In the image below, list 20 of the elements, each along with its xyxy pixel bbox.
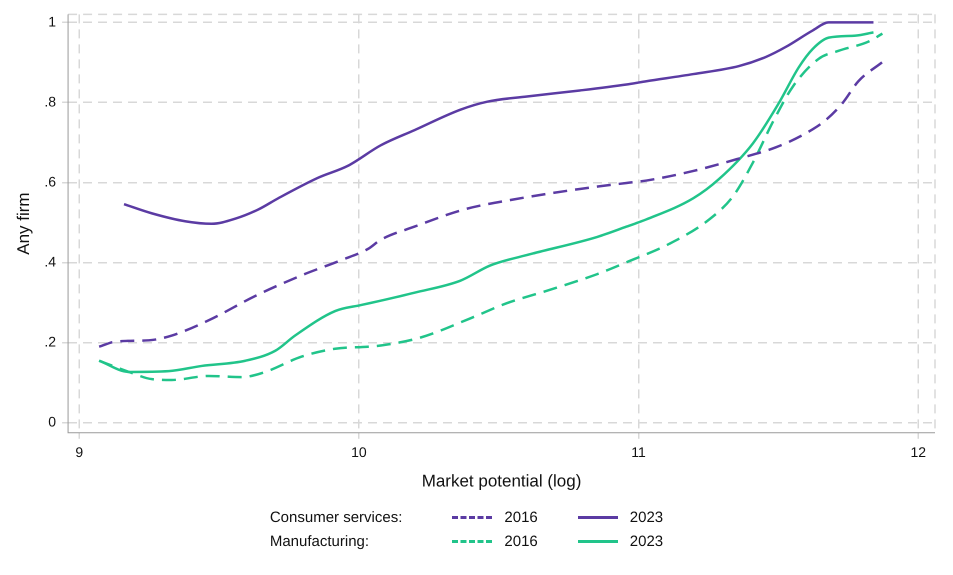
y-tick-label: .6	[44, 173, 56, 190]
y-tick-label: .8	[44, 93, 56, 110]
text: Manufacturing:	[268, 532, 370, 552]
x-axis-title: Market potential (log)	[422, 471, 582, 490]
text: Consumer services:	[268, 508, 404, 528]
legend-label: 2016	[504, 532, 538, 550]
y-tick-label: .2	[44, 334, 56, 350]
legend-label: 2023	[630, 508, 664, 526]
x-tick-label: 12	[910, 444, 926, 460]
x-tick-label: 9	[75, 444, 84, 460]
y-tick-label: 1	[48, 13, 56, 30]
y-tick-label: 0	[48, 414, 56, 430]
x-tick-label: 11	[631, 444, 646, 460]
x-tick-label: 10	[351, 444, 367, 460]
legend-label: 2016	[504, 508, 538, 526]
line-series	[122, 21, 875, 226]
y-axis-title: Any firm	[14, 192, 33, 255]
line-series	[98, 60, 884, 348]
legend-label: 2023	[630, 532, 664, 550]
y-tick-label: .4	[44, 253, 56, 270]
